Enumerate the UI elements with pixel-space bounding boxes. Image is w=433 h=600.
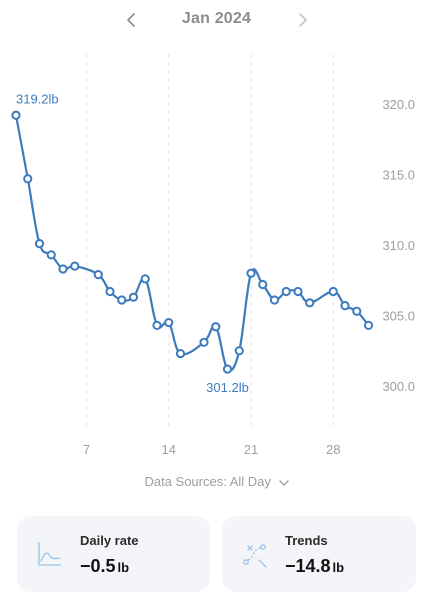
daily-rate-number: −0.5: [80, 556, 116, 576]
trends-card[interactable]: Trends −14.8 lb: [222, 516, 416, 592]
data-point-day-4: [46, 250, 56, 260]
trends-value: −14.8 lb: [285, 556, 344, 577]
chevron-down-icon: [278, 475, 289, 490]
x-tick-label-28: 28: [326, 442, 340, 457]
y-tick-label-305.0: 305.0: [382, 309, 415, 324]
data-point-day-26: [305, 298, 315, 308]
data-point-day-29: [340, 301, 350, 311]
data-point-day-24: [281, 286, 291, 297]
data-point-day-6: [70, 261, 80, 271]
min-value-label: 301.2lb: [206, 380, 249, 395]
data-point-day-1: [11, 110, 21, 120]
data-point-day-13: [152, 320, 162, 330]
previous-month-button[interactable]: [119, 8, 143, 32]
chevron-left-icon: [127, 13, 135, 27]
data-point-day-9: [105, 286, 115, 297]
daily-rate-card[interactable]: Daily rate −0.5 lb: [17, 516, 210, 592]
data-point-day-17: [199, 337, 209, 347]
data-point-day-11: [128, 292, 139, 302]
data-point-day-5: [58, 264, 68, 274]
data-point-day-15: [175, 348, 186, 359]
chart-line-icon: [37, 540, 63, 568]
next-month-button[interactable]: [291, 8, 315, 32]
daily-rate-value: −0.5 lb: [80, 556, 129, 577]
daily-rate-unit: lb: [117, 560, 130, 575]
data-point-day-14: [164, 317, 174, 328]
data-point-day-28: [328, 286, 338, 297]
data-point-day-25: [293, 286, 303, 297]
data-point-day-23: [269, 295, 280, 305]
data-point-day-10: [117, 295, 127, 305]
max-value-label: 319.2lb: [16, 91, 59, 106]
data-source-selector[interactable]: Data Sources: All Day: [0, 474, 433, 490]
trends-label: Trends: [285, 533, 328, 548]
data-point-day-20: [234, 346, 244, 356]
x-tick-label-21: 21: [244, 442, 258, 457]
trends-unit: lb: [332, 560, 345, 575]
data-point-day-21: [246, 268, 256, 278]
data-point-day-31: [363, 320, 374, 330]
data-point-day-30: [352, 306, 362, 316]
chevron-right-icon: [299, 13, 307, 27]
data-point-day-18: [211, 322, 221, 332]
trend-path-icon: [242, 540, 268, 568]
y-tick-label-310.0: 310.0: [382, 238, 415, 253]
x-tick-label-7: 7: [83, 442, 90, 457]
data-point-day-12: [140, 274, 150, 284]
y-tick-label-315.0: 315.0: [382, 168, 415, 183]
data-point-day-3: [34, 238, 45, 249]
month-title: Jan 2024: [181, 10, 252, 27]
y-tick-label-320.0: 320.0: [382, 97, 415, 112]
weight-line-chart[interactable]: 7 14 21 28 320.0 315.0 310.0 305.0 300.0 319.2lb 3…: [0, 40, 433, 465]
trends-number: −14.8: [285, 556, 331, 576]
data-point-day-22: [258, 279, 268, 290]
y-tick-label-300.0: 300.0: [382, 379, 415, 394]
data-point-day-8: [93, 270, 103, 280]
x-tick-label-14: 14: [162, 442, 176, 457]
weight-series-line: [14, 114, 370, 372]
month-header: Jan 2024: [0, 0, 433, 42]
data-source-label: Data Sources: All Day: [144, 474, 271, 489]
data-point-day-19: [222, 364, 233, 374]
daily-rate-label: Daily rate: [80, 533, 139, 548]
data-point-day-2: [23, 174, 33, 184]
